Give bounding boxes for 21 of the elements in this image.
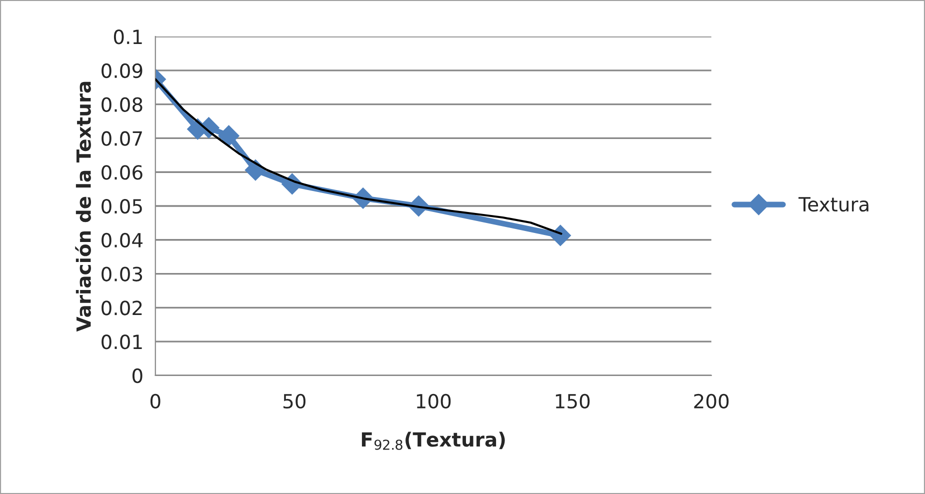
- y-tick-label: 0.02: [102, 300, 142, 316]
- x-tick-label: 100: [416, 394, 451, 409]
- y-tick-label: 0.05: [102, 198, 142, 214]
- y-tick-label: 0.09: [102, 63, 142, 78]
- y-tick-label: 0.1: [114, 30, 142, 44]
- x-tick-label: 50: [284, 394, 306, 409]
- x-axis-title: F$_{92.8}$(Textura): [362, 432, 505, 450]
- y-tick-label: 0.06: [102, 165, 142, 180]
- y-tick-label: 0.03: [102, 266, 142, 282]
- x-tick-label: 150: [556, 394, 590, 409]
- x-tick-label: 0: [150, 394, 160, 409]
- y-tick-label: 0.01: [102, 334, 142, 350]
- y-tick-label: 0: [132, 368, 142, 384]
- y-tick-label: 0.04: [102, 232, 143, 248]
- x-tick-label: 200: [694, 394, 729, 409]
- point: [218, 125, 240, 146]
- y-axis-title: Variación de la Textura: [75, 82, 91, 332]
- point: [550, 224, 571, 246]
- legend-label: Textura: [798, 197, 868, 212]
- y-tick-label: 0.08: [102, 97, 142, 112]
- y-tick-label: 0.07: [102, 131, 142, 146]
